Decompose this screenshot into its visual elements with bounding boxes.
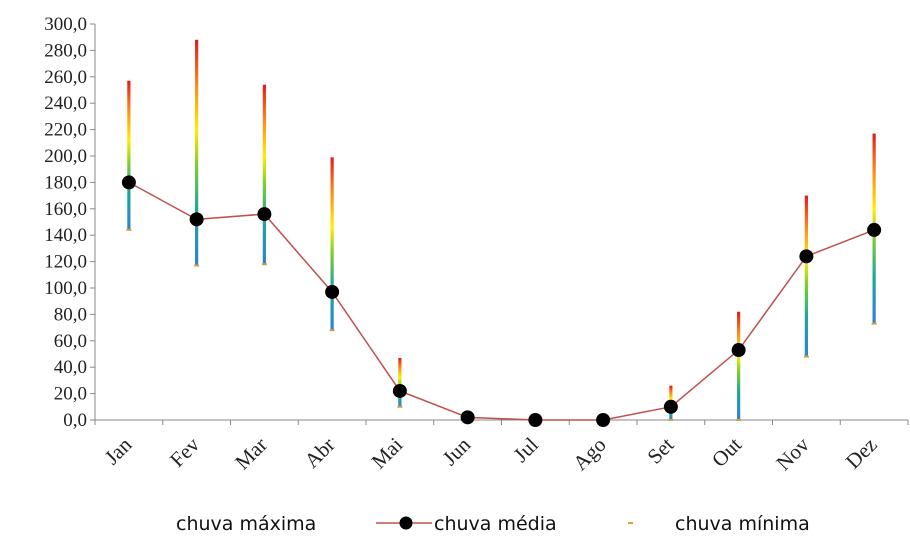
y-tick-label: 260,0 [44,67,87,88]
x-tick-label: Mai [367,432,408,473]
range-bar [804,195,808,357]
minimum-marker [871,322,877,325]
mean-point [325,284,340,299]
mean-point [189,212,204,227]
y-tick-label: 80,0 [54,304,87,325]
mean-point [596,413,611,427]
mean-series-line [128,181,875,421]
mean-markers [121,175,882,427]
mean-point [731,343,746,358]
y-tick-label: 140,0 [44,225,87,246]
x-tick-label: Set [642,432,678,468]
x-tick-label: Nov [771,432,814,475]
y-tick-label: 180,0 [44,172,87,193]
range-bars [126,39,877,421]
y-tick-label: 40,0 [54,357,87,378]
y-axis-ticks: 0,0 20,0 40,0 60,0 80,0 100,0 120,0 140,0 160,0 1… [44,14,95,431]
y-tick-label: 220,0 [44,120,87,141]
range-bar [127,80,131,230]
x-tick-label: Ago [568,433,611,476]
range-bar [330,157,334,331]
x-tick-label: Out [707,432,746,471]
legend-label-max: chuva máxima [176,513,316,535]
x-tick-label: Abr [300,433,340,473]
minimum-marker [126,228,132,231]
mean-line [128,181,875,421]
y-tick-label: 20,0 [54,384,87,405]
legend-label-mean: chuva média [434,513,557,535]
y-tick-label: 120,0 [44,252,87,273]
x-tick-label: Jul [509,432,543,466]
minimum-marker [261,263,267,266]
mean-point [663,399,678,414]
legend-label-min: chuva mínima [675,513,810,535]
minimum-marker [668,419,674,421]
mean-point [799,249,814,264]
minimum-marker [329,329,335,332]
legend: chuva máxima chuva média chuva mínima [176,513,810,535]
y-tick-label: 0,0 [63,410,87,431]
minimum-marker [803,355,809,358]
minimum-marker [736,419,742,421]
y-tick-label: 60,0 [54,331,87,352]
range-bar [195,39,199,266]
legend-marker-min [628,522,633,524]
x-tick-label: Fev [165,432,205,472]
x-tick-label: Jan [100,432,137,469]
range-bar [262,84,266,265]
minimum-marker [194,264,200,267]
y-tick-label: 200,0 [44,146,87,167]
x-tick-label: Dez [841,433,882,474]
mean-point [121,175,136,190]
y-tick-label: 280,0 [44,40,87,61]
x-tick-label: Mar [230,433,272,475]
mean-point [392,383,407,398]
mean-point [460,410,475,425]
mean-point [528,413,543,427]
minimum-marker [397,405,403,408]
x-axis-ticks: Jan Fev Mar Abr Mai Jun Jul Ago Set Out Nov Dez [94,420,909,476]
y-tick-label: 300,0 [44,14,87,35]
mean-point [867,222,882,237]
mean-point [257,207,272,222]
y-tick-label: 100,0 [44,278,87,299]
legend-marker-mean [399,516,413,530]
y-tick-label: 160,0 [44,199,87,220]
range-bar [398,357,402,407]
y-tick-label: 240,0 [44,93,87,114]
x-tick-label: Jun [438,432,476,470]
range-bar [737,311,741,420]
axes [94,24,908,421]
